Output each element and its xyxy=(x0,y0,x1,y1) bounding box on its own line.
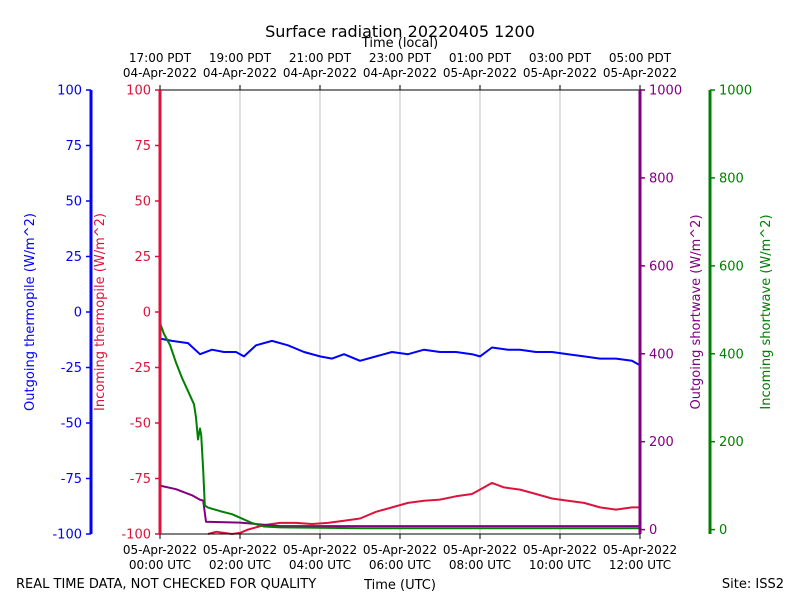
y-tick-label: 0 xyxy=(74,306,82,321)
x-tick-label: 10:00 UTC xyxy=(529,558,591,572)
top-tick-label: 04-Apr-2022 xyxy=(203,66,277,80)
top-tick-label: 01:00 PDT xyxy=(449,51,512,65)
series-line-incoming_shortwave xyxy=(159,322,640,530)
y-tick-label: 400 xyxy=(719,347,744,362)
x-tick-label: 05-Apr-2022 xyxy=(523,543,597,557)
y-tick-label: -50 xyxy=(130,417,151,432)
x-tick-label: 08:00 UTC xyxy=(449,558,511,572)
y-tick-label: -75 xyxy=(61,472,82,487)
x-tick-label: 04:00 UTC xyxy=(289,558,351,572)
y-tick-label: 200 xyxy=(719,435,744,450)
x-tick-label: 12:00 UTC xyxy=(609,558,671,572)
x-axis-label: Time (UTC) xyxy=(363,578,436,593)
y-tick-label: 25 xyxy=(65,250,82,265)
y-tick-label: 1000 xyxy=(649,84,682,99)
footer-site: Site: ISS2 xyxy=(722,577,784,592)
y-tick-label: 75 xyxy=(65,139,82,154)
series-line-outgoing_shortwave xyxy=(159,484,640,528)
y-tick-label: -25 xyxy=(130,361,151,376)
series-line-outgoing_thermopile xyxy=(159,337,641,367)
top-tick-label: 04-Apr-2022 xyxy=(123,66,197,80)
top-tick-label: 05:00 PDT xyxy=(609,51,672,65)
y-tick-label: 75 xyxy=(134,139,151,154)
y-tick-label: 400 xyxy=(649,347,674,362)
top-tick-label: 05-Apr-2022 xyxy=(443,66,517,80)
x-tick-label: 05-Apr-2022 xyxy=(363,543,437,557)
top-tick-label: 23:00 PDT xyxy=(369,51,432,65)
y-tick-label: 800 xyxy=(649,171,674,186)
y-tick-label: -25 xyxy=(61,361,82,376)
top-axis-label: Time (local) xyxy=(361,36,438,51)
y-tick-label: 0 xyxy=(649,523,657,538)
y-axis-label-outgoing_thermopile: Outgoing thermopile (W/m^2) xyxy=(23,213,38,411)
footer-quality-note: REAL TIME DATA, NOT CHECKED FOR QUALITY xyxy=(16,577,316,592)
x-tick-label: 05-Apr-2022 xyxy=(203,543,277,557)
axes: 100 75 50 25 0 -25 -50 -75 -100 Outgoing thermopi… xyxy=(23,84,774,543)
y-axis-label-incoming_thermopile: Incoming thermopile (W/m^2) xyxy=(93,213,108,411)
x-tick-label: 02:00 UTC xyxy=(209,558,271,572)
x-tick-label: 05-Apr-2022 xyxy=(283,543,357,557)
y-tick-label: -100 xyxy=(121,528,151,543)
data-series xyxy=(159,322,641,535)
y-tick-label: 0 xyxy=(143,306,151,321)
y-tick-label: 100 xyxy=(57,84,82,99)
top-tick-label: 04-Apr-2022 xyxy=(283,66,357,80)
y-tick-label: 50 xyxy=(134,195,151,210)
top-tick-label: 05-Apr-2022 xyxy=(523,66,597,80)
x-tick-label: 05-Apr-2022 xyxy=(443,543,517,557)
y-tick-label: 25 xyxy=(134,250,151,265)
y-axis-label-incoming_shortwave: Incoming shortwave (W/m^2) xyxy=(759,214,774,409)
x-tick-label: 05-Apr-2022 xyxy=(603,543,677,557)
top-tick-label: 03:00 PDT xyxy=(529,51,592,65)
y-tick-label: -50 xyxy=(61,417,82,432)
chart-title: Surface radiation 20220405 1200 xyxy=(265,22,535,41)
y-tick-label: 100 xyxy=(126,84,151,99)
y-tick-label: -75 xyxy=(130,472,151,487)
top-tick-label: 21:00 PDT xyxy=(289,51,352,65)
top-tick-label: 17:00 PDT xyxy=(129,51,192,65)
y-tick-label: 200 xyxy=(649,435,674,450)
x-tick-label: 05-Apr-2022 xyxy=(123,543,197,557)
x-tick-label: 06:00 UTC xyxy=(369,558,431,572)
y-tick-label: 0 xyxy=(719,523,727,538)
y-tick-label: 600 xyxy=(649,259,674,274)
top-tick-label: 04-Apr-2022 xyxy=(363,66,437,80)
top-tick-label: 19:00 PDT xyxy=(209,51,272,65)
y-tick-label: 800 xyxy=(719,171,744,186)
x-tick-label: 00:00 UTC xyxy=(129,558,191,572)
series-line-incoming_thermopile xyxy=(207,481,640,535)
y-axis-label-outgoing_shortwave: Outgoing shortwave (W/m^2) xyxy=(689,214,704,409)
grid-lines xyxy=(239,90,561,534)
y-tick-label: 50 xyxy=(65,195,82,210)
y-tick-label: 600 xyxy=(719,259,744,274)
top-tick-label: 05-Apr-2022 xyxy=(603,66,677,80)
y-tick-label: -100 xyxy=(52,528,82,543)
y-tick-label: 1000 xyxy=(719,84,752,99)
